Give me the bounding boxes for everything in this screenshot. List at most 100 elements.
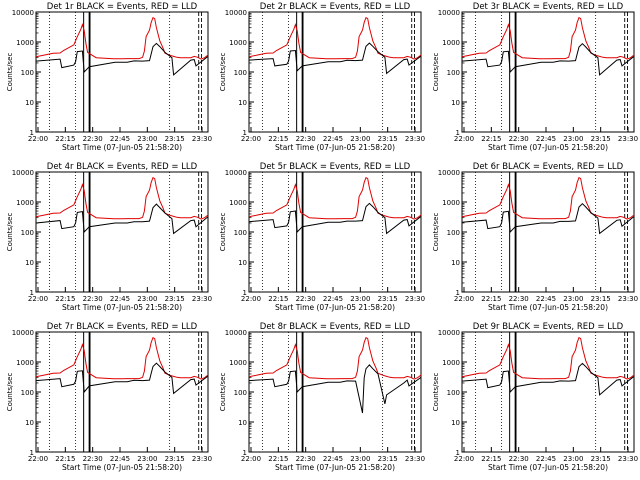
lld-series-line — [248, 16, 422, 60]
x-axis-label: Start Time (07-Jun-05 21:58:20) — [275, 303, 395, 312]
x-tick-label: 22:30 — [83, 455, 103, 463]
y-tick-label: 1000 — [229, 199, 247, 207]
lld-series-line — [35, 16, 209, 60]
events-series-line — [248, 42, 422, 75]
plot-frame — [35, 331, 209, 453]
x-tick-label: 23:15 — [378, 295, 398, 303]
x-tick-label: 23:30 — [405, 295, 425, 303]
x-axis-label: Start Time (07-Jun-05 21:58:20) — [488, 463, 608, 472]
x-tick-label: 22:30 — [509, 455, 529, 463]
x-tick-label: 22:45 — [110, 135, 130, 143]
lld-series-line — [35, 336, 209, 380]
y-tick-label: 10000 — [12, 169, 34, 177]
y-tick-label: 1 — [30, 289, 34, 297]
x-tick-label: 22:45 — [323, 455, 343, 463]
plot-frame — [35, 171, 209, 293]
y-tick-label: 10000 — [438, 329, 460, 337]
lld-series-line — [248, 176, 422, 220]
x-tick-label: 22:45 — [536, 135, 556, 143]
x-tick-label: 23:00 — [563, 135, 583, 143]
plot-frame — [248, 11, 422, 133]
y-tick-label: 1000 — [16, 199, 34, 207]
y-tick-label: 1 — [456, 449, 460, 457]
lld-series-line — [248, 336, 422, 380]
y-tick-label: 10 — [451, 99, 460, 107]
y-tick-label: 1000 — [16, 359, 34, 367]
panel-title: Det 3r BLACK = Events, RED = LLD — [473, 2, 624, 12]
panel-4: Det 4r BLACK = Events, RED = LLD 1 10 100 10… — [6, 162, 212, 312]
y-tick-label: 10000 — [225, 9, 247, 17]
x-tick-label: 22:00 — [28, 135, 48, 143]
x-tick-label: 22:15 — [481, 135, 501, 143]
x-tick-label: 23:00 — [563, 295, 583, 303]
panel-title: Det 9r BLACK = Events, RED = LLD — [473, 322, 624, 332]
x-tick-label: 23:00 — [563, 455, 583, 463]
x-tick-label: 22:30 — [296, 135, 316, 143]
panel-title: Det 4r BLACK = Events, RED = LLD — [47, 162, 198, 172]
x-tick-label: 22:15 — [268, 455, 288, 463]
y-tick-label: 10000 — [12, 329, 34, 337]
x-axis-label: Start Time (07-Jun-05 21:58:20) — [275, 463, 395, 472]
x-tick-label: 23:00 — [350, 295, 370, 303]
y-axis-label: Counts/sec — [219, 373, 227, 412]
y-tick-label: 100 — [234, 389, 247, 397]
x-tick-label: 23:15 — [165, 455, 185, 463]
x-tick-label: 22:00 — [241, 135, 261, 143]
y-tick-label: 1 — [243, 449, 247, 457]
y-tick-label: 100 — [21, 229, 34, 237]
y-tick-label: 100 — [447, 229, 460, 237]
panel-7: Det 7r BLACK = Events, RED = LLD 1 10 100 10… — [6, 322, 212, 472]
y-tick-label: 1000 — [229, 39, 247, 47]
panel-title: Det 1r BLACK = Events, RED = LLD — [47, 2, 198, 12]
y-tick-label: 10000 — [225, 329, 247, 337]
y-tick-label: 10 — [25, 99, 34, 107]
lld-series-line — [461, 16, 635, 60]
x-axis-label: Start Time (07-Jun-05 21:58:20) — [62, 463, 182, 472]
y-tick-label: 100 — [21, 69, 34, 77]
y-tick-label: 100 — [21, 389, 34, 397]
y-tick-label: 1 — [243, 289, 247, 297]
x-tick-label: 22:30 — [83, 135, 103, 143]
y-tick-label: 10 — [25, 419, 34, 427]
y-tick-label: 1 — [456, 129, 460, 137]
x-tick-label: 22:00 — [454, 455, 474, 463]
x-tick-label: 23:30 — [192, 295, 212, 303]
x-tick-label: 23:15 — [165, 135, 185, 143]
y-tick-label: 10 — [451, 419, 460, 427]
x-tick-label: 22:15 — [55, 295, 75, 303]
panel-title: Det 7r BLACK = Events, RED = LLD — [47, 322, 198, 332]
y-tick-label: 100 — [447, 389, 460, 397]
x-tick-label: 23:30 — [192, 135, 212, 143]
y-tick-label: 10000 — [225, 169, 247, 177]
x-tick-label: 23:00 — [350, 135, 370, 143]
x-tick-label: 23:00 — [137, 135, 157, 143]
y-axis-label: Counts/sec — [432, 53, 440, 92]
x-tick-label: 23:15 — [378, 135, 398, 143]
lld-series-line — [461, 176, 635, 220]
y-tick-label: 100 — [234, 229, 247, 237]
y-tick-label: 1000 — [442, 359, 460, 367]
events-series-line — [35, 42, 209, 76]
panel-1: Det 1r BLACK = Events, RED = LLD 1 10 100 10… — [6, 2, 212, 152]
y-tick-label: 1 — [243, 129, 247, 137]
panel-9: Det 9r BLACK = Events, RED = LLD 1 10 100 10… — [432, 322, 638, 472]
x-tick-label: 22:30 — [83, 295, 103, 303]
x-axis-label: Start Time (07-Jun-05 21:58:20) — [62, 143, 182, 152]
x-tick-label: 23:15 — [165, 295, 185, 303]
panel-title: Det 6r BLACK = Events, RED = LLD — [473, 162, 624, 172]
x-tick-label: 23:30 — [192, 455, 212, 463]
y-tick-label: 1 — [30, 129, 34, 137]
panel-title: Det 5r BLACK = Events, RED = LLD — [260, 162, 411, 172]
x-tick-label: 23:30 — [618, 455, 638, 463]
events-series-line — [35, 203, 209, 235]
panel-title: Det 8r BLACK = Events, RED = LLD — [260, 322, 411, 332]
y-axis-label: Counts/sec — [6, 373, 14, 412]
y-tick-label: 10 — [25, 259, 34, 267]
y-axis-label: Counts/sec — [219, 53, 227, 92]
y-tick-label: 1000 — [16, 39, 34, 47]
y-tick-label: 10 — [238, 419, 247, 427]
x-tick-label: 22:45 — [536, 455, 556, 463]
x-axis-label: Start Time (07-Jun-05 21:58:20) — [488, 143, 608, 152]
plot-frame — [248, 171, 422, 293]
